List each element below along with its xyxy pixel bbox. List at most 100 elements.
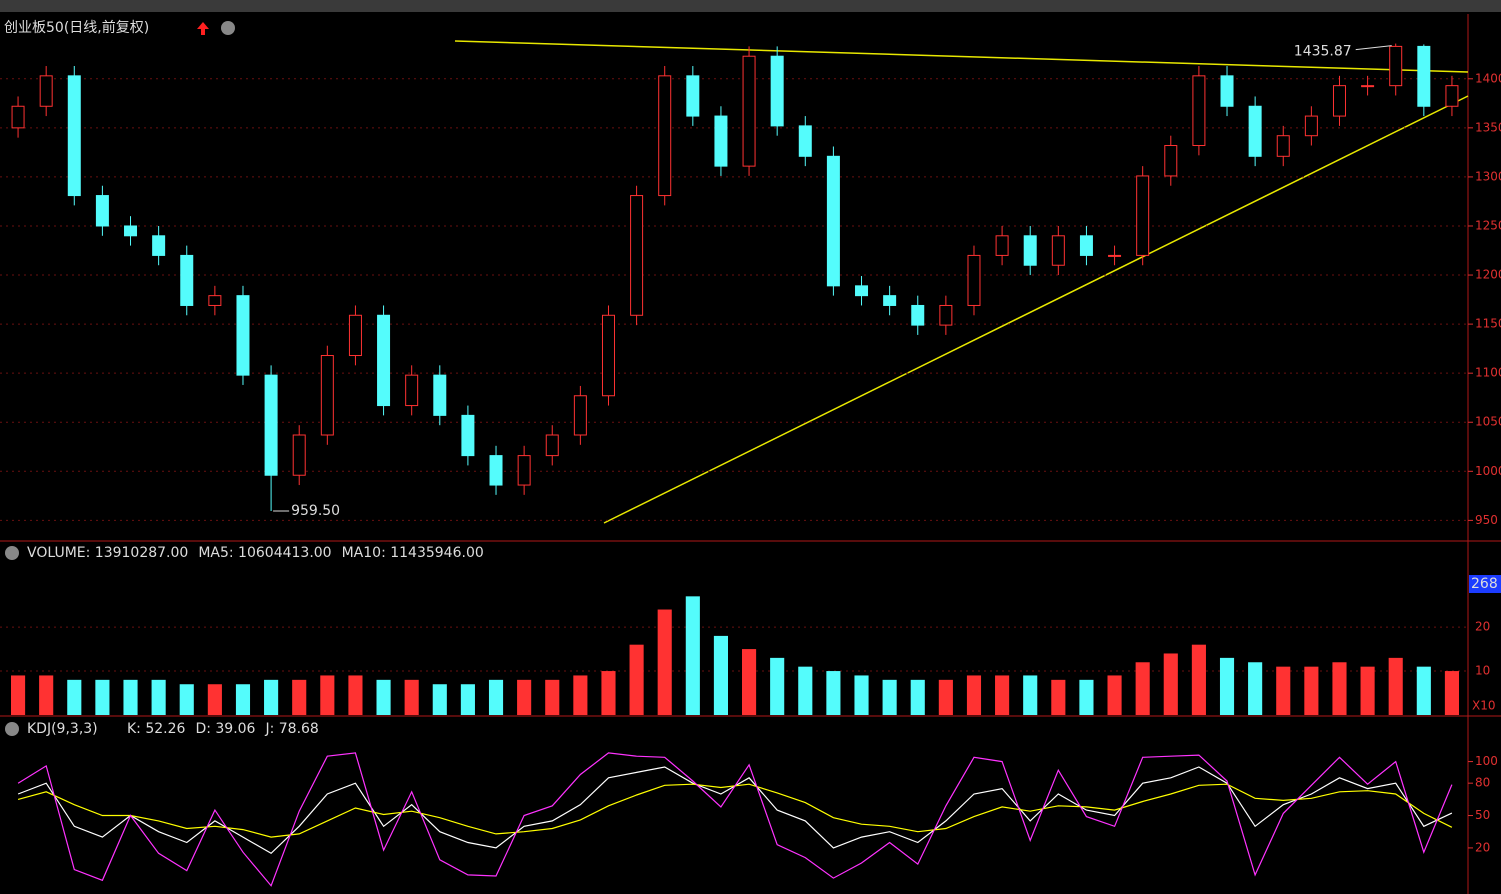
- volume-bar: [1135, 662, 1150, 715]
- volume-bar: [601, 671, 616, 715]
- menu-icon[interactable]: [5, 546, 19, 560]
- volume-bar: [713, 635, 728, 715]
- volume-bar: [1304, 666, 1319, 715]
- candle-body: [1079, 235, 1093, 256]
- volume-bar: [1416, 666, 1431, 715]
- volume-bar: [320, 675, 335, 715]
- candle-body: [939, 304, 953, 326]
- y-tick-label: 1250: [1475, 218, 1501, 232]
- candle-body: [433, 374, 447, 416]
- y-tick-label: 1100: [1475, 366, 1501, 380]
- y-tick-label: 1150: [1475, 317, 1501, 331]
- volume-bar: [348, 675, 363, 715]
- candle-body: [686, 75, 700, 117]
- volume-bar: [1219, 657, 1235, 715]
- candle-body: [1389, 45, 1403, 87]
- candle-body: [489, 455, 503, 486]
- candle-body: [630, 195, 644, 316]
- volume-bar: [938, 679, 953, 715]
- volume-bar: [770, 657, 785, 715]
- candle-body: [742, 55, 756, 167]
- candle-body: [1051, 235, 1065, 266]
- legend-entry: K: 52.26: [127, 721, 186, 737]
- trend-line: [454, 40, 1469, 73]
- volume-bar: [39, 675, 54, 715]
- y-tick-label: 10: [1475, 664, 1490, 678]
- candle-body: [461, 414, 475, 457]
- volume-bar: [179, 684, 194, 715]
- candle-body: [1220, 75, 1234, 107]
- volume-bar: [685, 596, 700, 715]
- candle-body: [883, 295, 897, 306]
- volume-bar: [854, 675, 869, 715]
- candle-body: [1276, 135, 1290, 157]
- candle-body: [798, 125, 812, 157]
- candle-body: [658, 75, 672, 197]
- volume-bar: [995, 675, 1010, 715]
- volume-bar: [545, 679, 560, 715]
- candle-body: [1417, 45, 1431, 107]
- volume-bar: [404, 679, 419, 715]
- menu-icon[interactable]: [5, 722, 19, 736]
- candle-body: [601, 314, 615, 397]
- volume-bar: [1079, 679, 1094, 715]
- candle-body: [545, 434, 559, 457]
- badge-bg: [1469, 575, 1501, 593]
- volume-bar: [1388, 657, 1403, 715]
- y-tick-label: 1300: [1475, 169, 1501, 183]
- volume-bar: [1107, 675, 1122, 715]
- y-tick-label: 1350: [1475, 120, 1501, 134]
- candle-body: [517, 455, 531, 486]
- candle-body: [1332, 85, 1346, 117]
- candle-body: [320, 355, 334, 436]
- volume-bar: [1332, 662, 1347, 715]
- candle-body: [995, 235, 1009, 256]
- candle-body: [770, 55, 784, 127]
- legend-entry: D: 39.06: [195, 721, 255, 737]
- volume-bar: [264, 679, 279, 715]
- volume-bar: [207, 684, 222, 715]
- candle-body: [1192, 75, 1206, 147]
- candle-body: [264, 374, 278, 476]
- volume-bar: [67, 679, 82, 715]
- y-tick-label: 950: [1475, 513, 1498, 527]
- volume-bar: [292, 679, 307, 715]
- candle-body: [405, 374, 419, 407]
- y-tick-label: 1400: [1475, 71, 1501, 85]
- chart-title: 创业板50(日线,前复权): [4, 19, 149, 36]
- panel-title: KDJ(9,3,3): [27, 721, 98, 737]
- legend-entry: VOLUME: 13910287.00: [27, 545, 188, 561]
- volume-bar: [882, 679, 897, 715]
- candle-body: [714, 115, 728, 167]
- volume-bar: [798, 666, 813, 715]
- candle-body: [1445, 85, 1459, 107]
- volume-bar: [1360, 666, 1375, 715]
- y-tick-label: 50: [1475, 808, 1490, 822]
- volume-bar: [657, 609, 672, 715]
- volume-bar: [742, 649, 757, 715]
- volume-bar: [1023, 675, 1038, 715]
- volume-bar: [517, 679, 532, 715]
- volume-bar: [910, 679, 925, 715]
- menu-icon[interactable]: [221, 21, 235, 35]
- annotation: 959.50: [291, 503, 340, 519]
- candle-body: [67, 75, 81, 197]
- kdj-line: [17, 752, 1453, 887]
- candle-body: [1164, 145, 1178, 177]
- unit-label: X10: [1472, 699, 1496, 713]
- volume-bar: [488, 679, 504, 715]
- y-tick-label: 20: [1475, 620, 1490, 634]
- annotation: 1435.87: [1294, 44, 1352, 60]
- candle-body: [348, 314, 362, 357]
- y-tick-label: 1200: [1475, 268, 1501, 282]
- volume-bar: [826, 671, 841, 715]
- candle-body: [180, 254, 194, 306]
- candle-body: [1304, 115, 1318, 137]
- volume-bar: [573, 675, 588, 715]
- volume-bar: [123, 679, 138, 715]
- volume-bar: [235, 684, 251, 715]
- annotation-arrow: [1355, 45, 1392, 51]
- candle-body: [1361, 85, 1375, 88]
